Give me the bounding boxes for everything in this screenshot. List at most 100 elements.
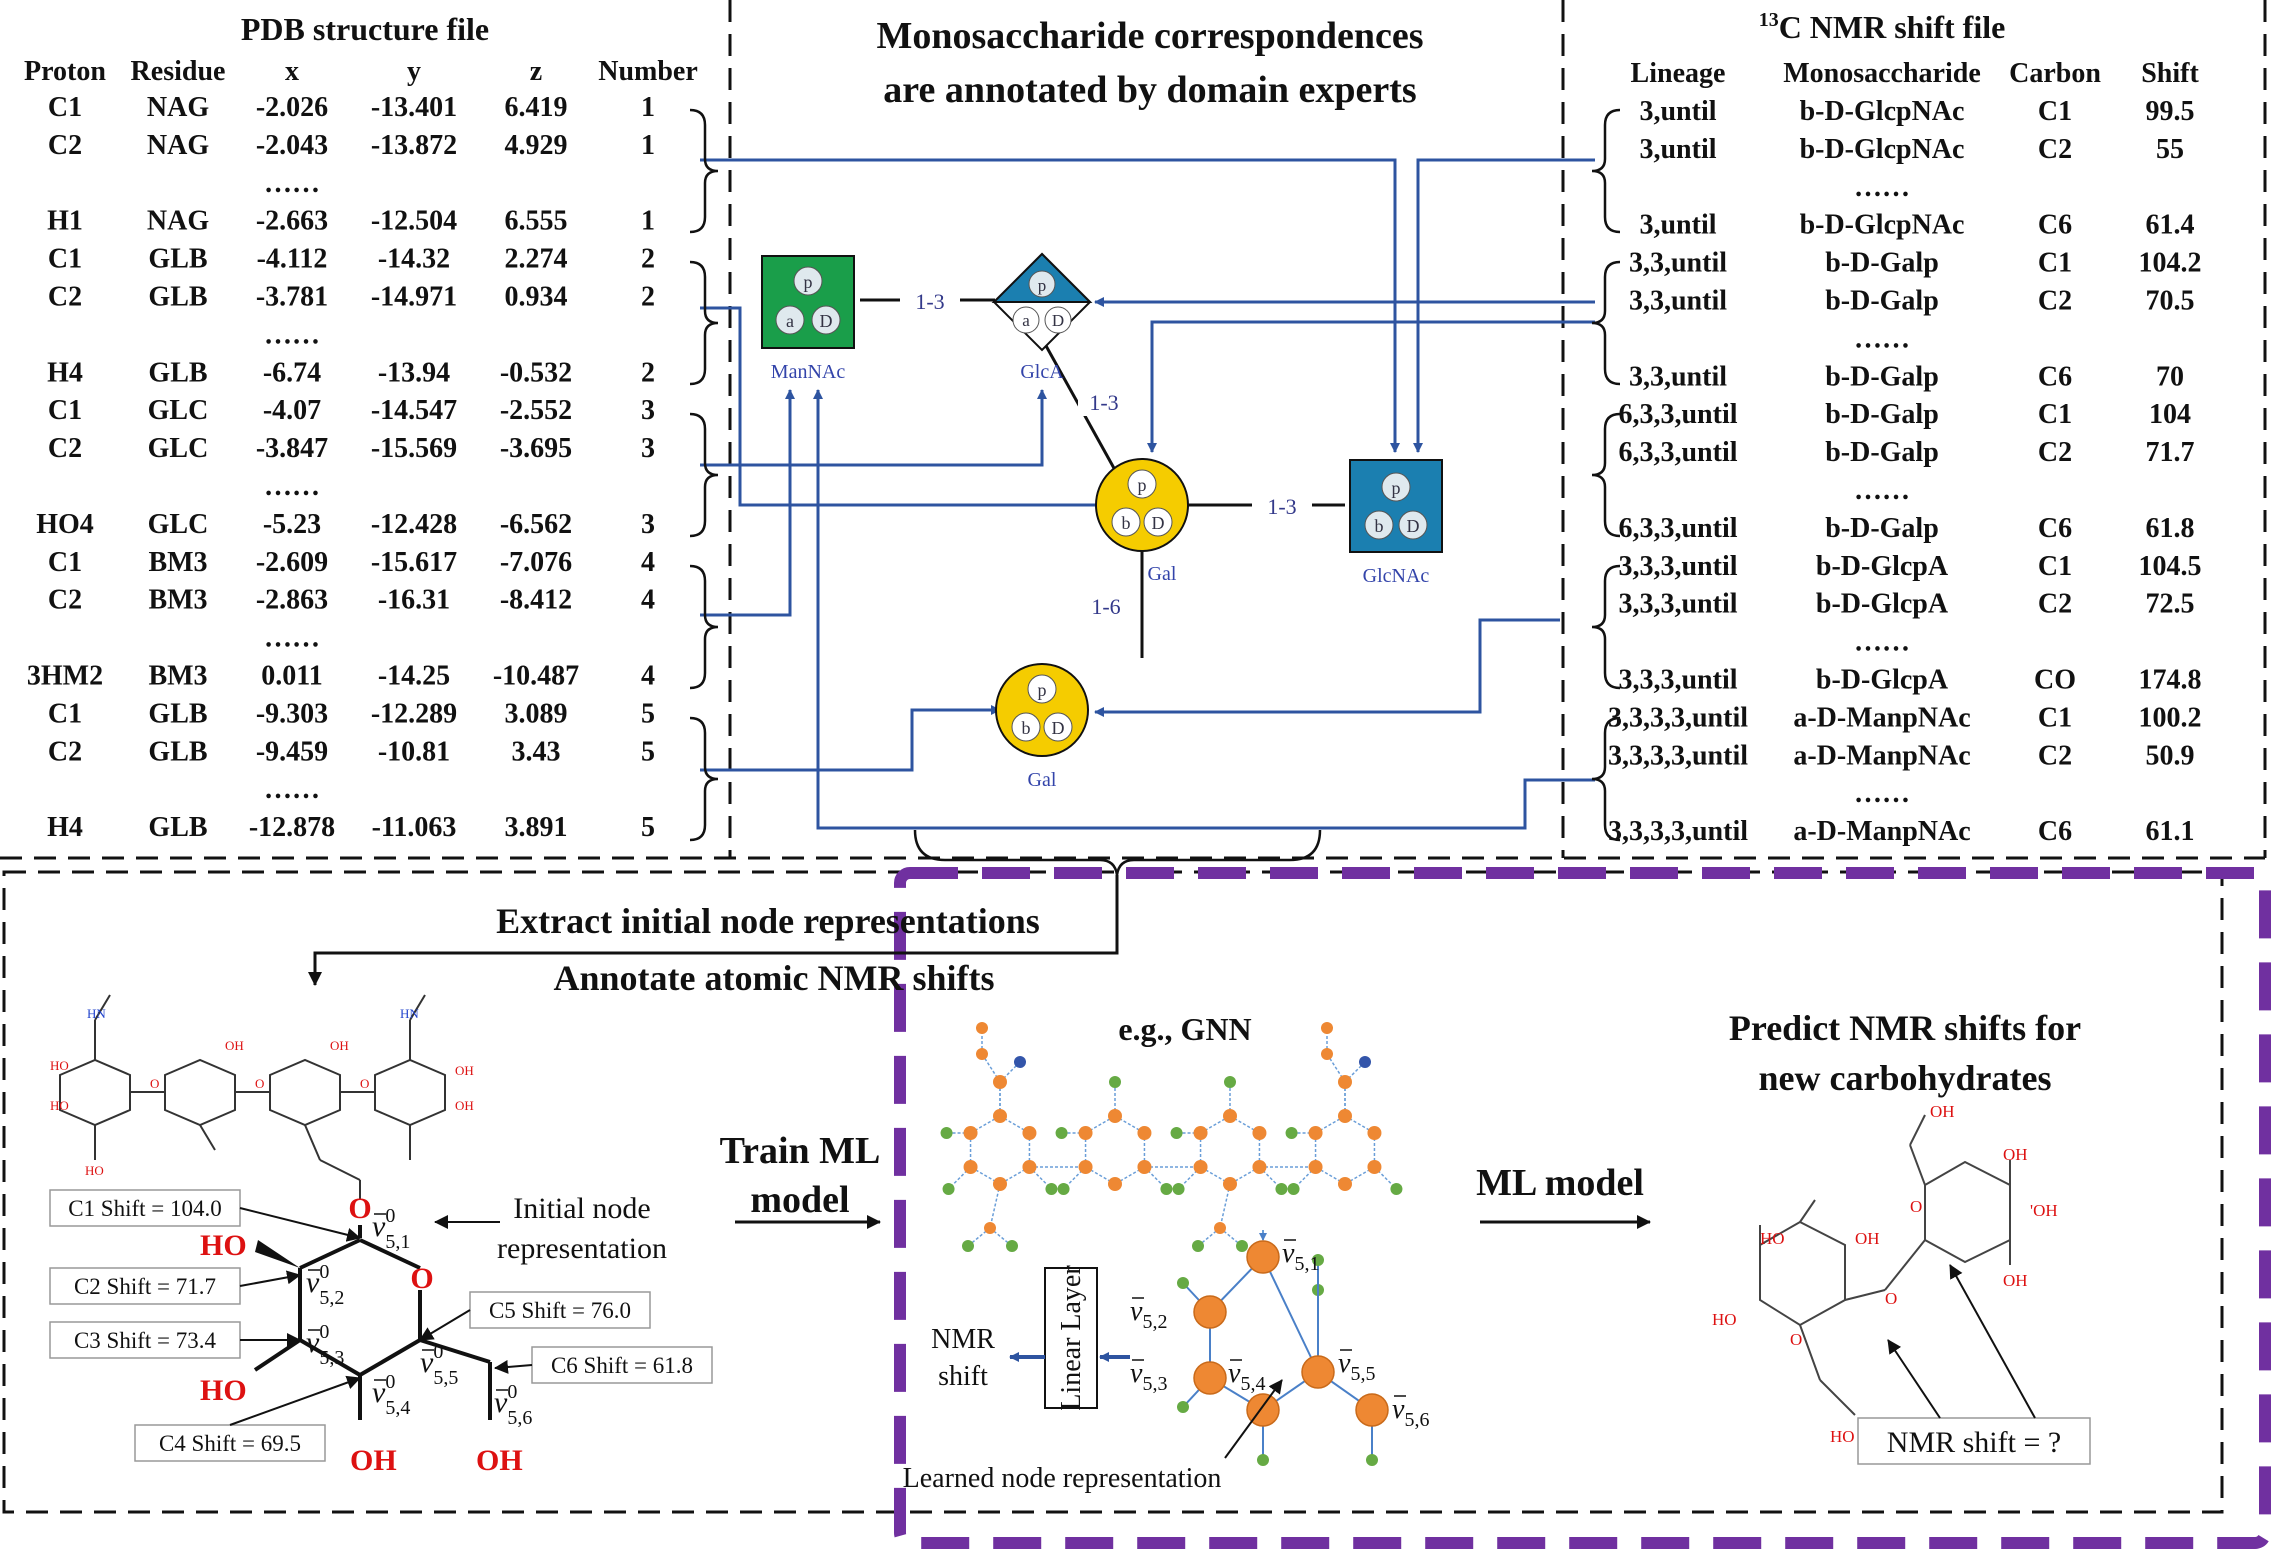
nmr-cell: a-D-ManpNAc <box>1793 702 1970 733</box>
shift-boxes: C1 Shift = 104.0 C2 Shift = 71.7 C3 Shift … <box>49 1189 713 1462</box>
pdb-cell: C1 <box>48 395 82 426</box>
shift-box-text: C4 Shift = 69.5 <box>159 1431 301 1456</box>
initial-vector-label: v0 5,5 <box>420 1341 458 1389</box>
pdb-cell: -10.81 <box>378 736 450 767</box>
pdb-header: Number <box>598 56 698 87</box>
svg-text:HO: HO <box>200 1374 247 1407</box>
nmr-cell: …… <box>1854 627 1910 658</box>
initial-vector-label: v0 5,6 <box>494 1381 532 1429</box>
pdb-cell: 0.934 <box>505 282 568 313</box>
svg-text:OH: OH <box>1855 1229 1880 1248</box>
tetrasaccharide-structure <box>59 994 446 1200</box>
pdb-cell: -11.063 <box>372 812 457 843</box>
ring-wedge <box>255 1240 300 1268</box>
nmr-brace <box>1591 412 1621 538</box>
pdb-cell: -6.562 <box>500 509 572 540</box>
pdb-cell: -2.026 <box>256 92 328 123</box>
svg-text:'OH: 'OH <box>2030 1201 2058 1220</box>
gnn-node <box>1321 1048 1333 1060</box>
gnn-node <box>1390 1183 1403 1195</box>
mannac-label: ManNAc <box>771 361 846 383</box>
nmr-cell: b-D-Galp <box>1825 399 1939 430</box>
nmr-cell: C2 <box>2038 740 2072 771</box>
nmr-cell: 3,3,3,until <box>1618 589 1737 620</box>
pdb-cell: GLC <box>148 433 209 464</box>
nmr-cell: C2 <box>2038 589 2072 620</box>
svg-text:p: p <box>1038 276 1047 295</box>
pdb-cell: -9.459 <box>256 736 328 767</box>
gnn-node <box>993 1075 1007 1089</box>
nmr-cell: C2 <box>2038 437 2072 468</box>
pdb-cell: -0.532 <box>500 357 572 388</box>
nmr-cell: 3,3,3,3,until <box>1608 740 1748 771</box>
nmr-cell: b-D-GlcpNAc <box>1800 210 1965 241</box>
zoom-h-node <box>1312 1254 1324 1266</box>
pdb-cell: -4.07 <box>263 395 321 426</box>
shift-box <box>49 1267 241 1305</box>
initial-vector-label: v0 5,2 <box>306 1261 344 1309</box>
gnn-node <box>1338 1177 1352 1191</box>
pdb-cell: -9.303 <box>256 698 328 729</box>
svg-text:b: b <box>1375 516 1384 536</box>
pdb-cell: 2 <box>641 357 655 388</box>
pdb-cell: 5 <box>641 698 655 729</box>
nmr-cell: C6 <box>2038 513 2072 544</box>
pdb-cell: 3.089 <box>505 698 568 729</box>
nmr-cell: 70 <box>2156 361 2184 392</box>
svg-text:D: D <box>1407 516 1420 536</box>
initial-vector-label: v0 5,4 <box>372 1371 410 1419</box>
shift-box <box>134 1424 326 1462</box>
svg-text:HO: HO <box>50 1098 69 1113</box>
pdb-cell: -6.74 <box>263 357 321 388</box>
mannac-node: p a D ManNAc <box>761 255 855 383</box>
zoom-h-node <box>1177 1277 1189 1289</box>
nmr-cell: 50.9 <box>2146 740 2195 771</box>
pdb-cell: -10.487 <box>493 661 579 692</box>
svg-text:HO: HO <box>85 1163 104 1178</box>
pdb-header: y <box>407 56 421 87</box>
gnn-node <box>1170 1127 1183 1139</box>
nmr-cell: b-D-GlcpA <box>1816 589 1949 620</box>
gnn-node <box>1022 1126 1037 1140</box>
gnn-node <box>1137 1160 1152 1174</box>
pdb-cell: 3HM2 <box>27 661 103 692</box>
pdb-cell: -14.547 <box>371 395 457 426</box>
pdb-header: Residue <box>131 56 226 87</box>
glycan-link-labels: 1-3 1-3 1-3 1-6 <box>900 287 1312 620</box>
pdb-cell: C2 <box>48 282 82 313</box>
nmr-brace <box>1591 716 1621 842</box>
shift-box-text: C5 Shift = 76.0 <box>489 1298 631 1323</box>
gnn-label: e.g., GNN <box>1118 1011 1251 1047</box>
pdb-cell: H4 <box>47 357 83 388</box>
svg-text:OH: OH <box>1930 1102 1955 1121</box>
nmr-header: Monosaccharide <box>1783 58 1981 89</box>
nmr-cell: CO <box>2034 665 2076 696</box>
pdb-cell: -2.663 <box>256 206 328 237</box>
pdb-header: x <box>285 56 299 87</box>
link-label-3: 1-3 <box>1267 494 1296 519</box>
svg-text:HO: HO <box>200 1229 247 1262</box>
initial-vector-label: v0 5,3 <box>306 1321 344 1369</box>
nmr-brace <box>1591 108 1621 234</box>
pdb-brace <box>689 412 719 538</box>
learned-vector-label: v5,5 <box>1338 1348 1375 1385</box>
svg-text:D: D <box>1052 311 1064 330</box>
tetrasaccharide-labels: OH OH OH HO HO O O O HO OH <box>50 1038 474 1178</box>
correspondence-arrows <box>700 158 1595 830</box>
pdb-cell: GLB <box>148 736 207 767</box>
extract-text: Extract initial node representations <box>496 901 1040 941</box>
svg-text:OH: OH <box>476 1444 523 1477</box>
gnn-node <box>1193 1126 1208 1140</box>
pdb-cell: H4 <box>47 812 83 843</box>
linear-layer-box <box>1044 1267 1098 1409</box>
zoom-node <box>1301 1355 1335 1389</box>
pdb-cell: -3.847 <box>256 433 328 464</box>
gnn-node <box>1057 1183 1070 1195</box>
gal-node-1: p b D Gal <box>1095 458 1189 585</box>
pdb-cell: NAG <box>147 92 209 123</box>
gnn-node <box>1055 1127 1068 1139</box>
nmr-cell: a-D-ManpNAc <box>1793 816 1970 847</box>
nmr-cell: …… <box>1854 323 1910 354</box>
svg-text:HN: HN <box>400 1006 419 1021</box>
svg-text:D: D <box>820 311 833 331</box>
